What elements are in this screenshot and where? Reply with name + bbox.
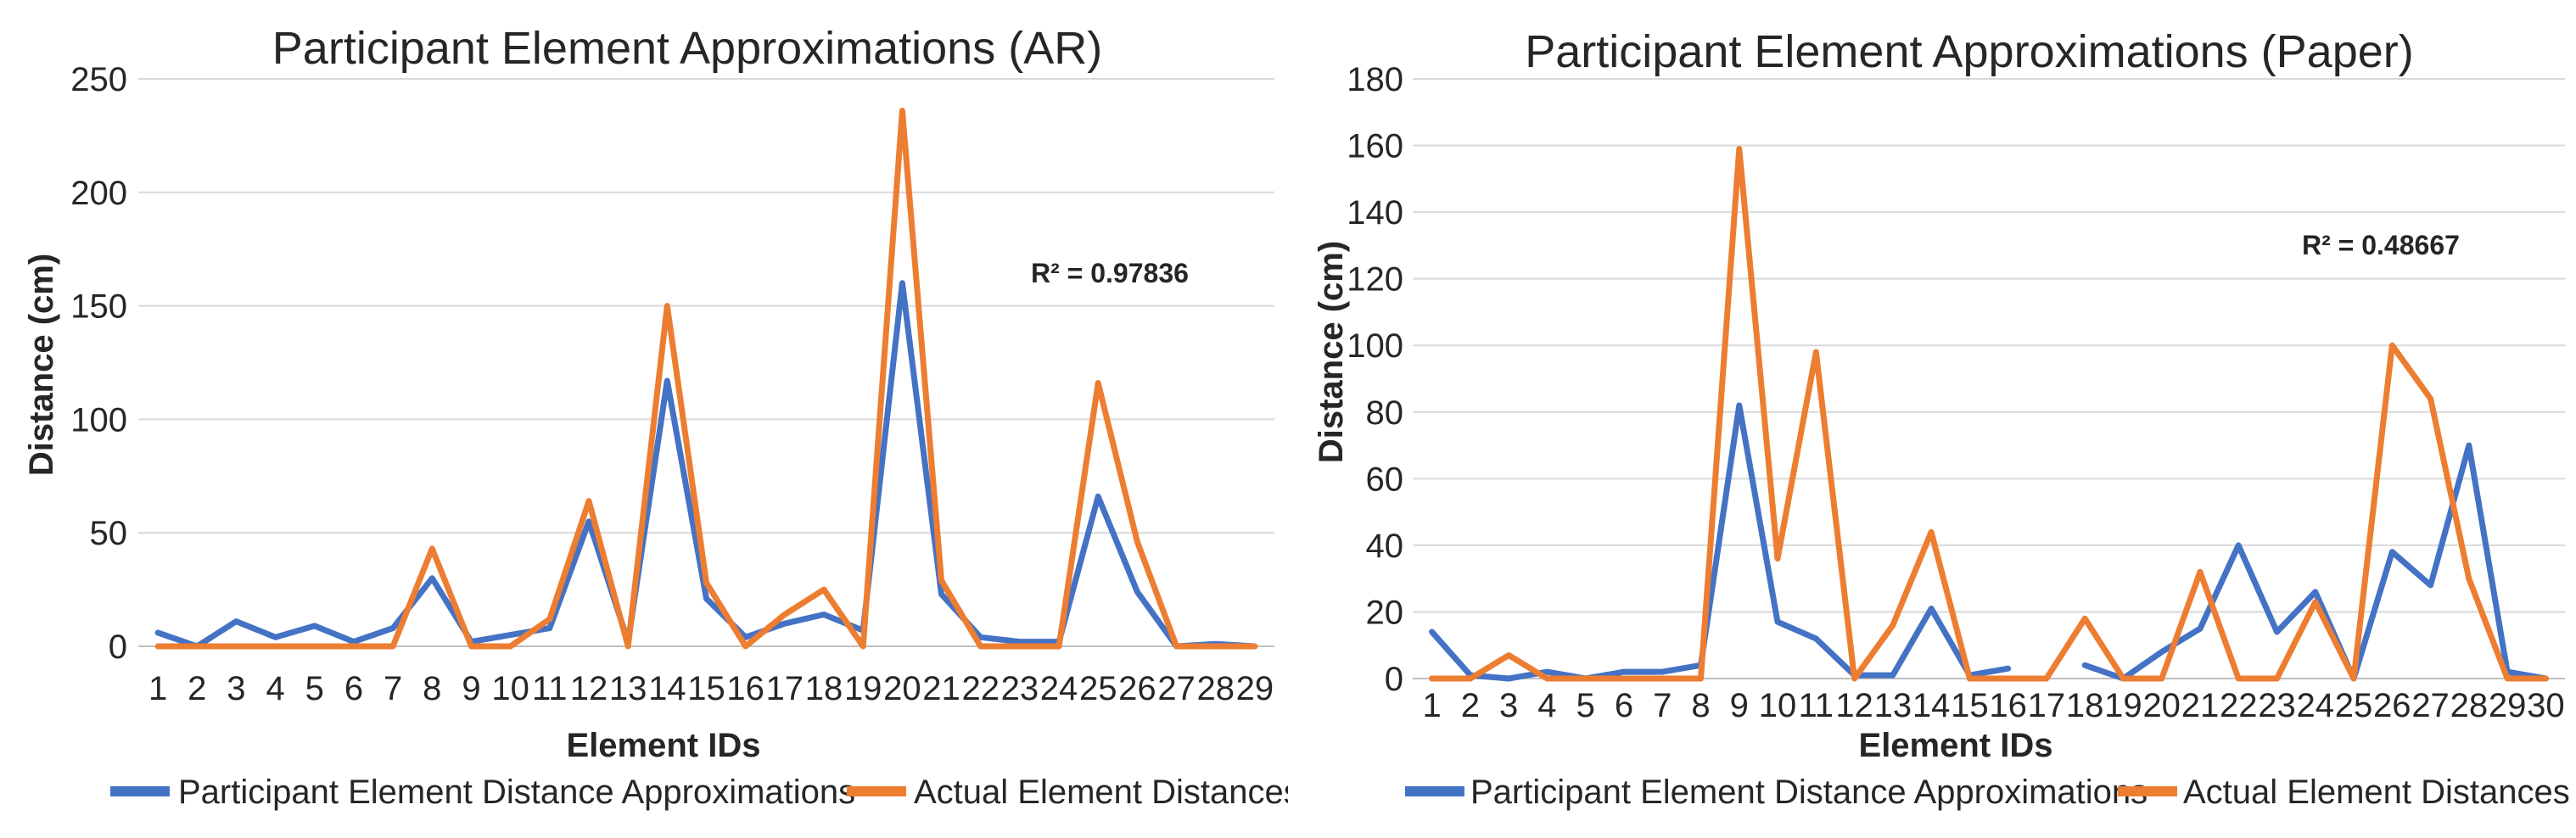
y-tick-label: 20 (1366, 594, 1404, 631)
x-tick-label: 12 (570, 670, 608, 707)
x-tick-label: 29 (1236, 670, 1274, 707)
x-tick-label: 18 (805, 670, 843, 707)
x-tick-label: 8 (423, 670, 441, 707)
x-tick-label: 4 (266, 670, 284, 707)
legend: Participant Element Distance Approximati… (110, 774, 1288, 811)
y-tick-label: 180 (1347, 61, 1403, 98)
x-tick-label: 2 (188, 670, 206, 707)
x-tick-label: 8 (1691, 687, 1710, 724)
x-tick-label: 5 (305, 670, 324, 707)
x-tick-label: 30 (2527, 687, 2565, 724)
y-tick-label: 150 (70, 288, 127, 326)
y-tick-label: 60 (1366, 461, 1404, 498)
y-tick-label: 120 (1347, 261, 1403, 299)
chart-ar: Participant Element Approximations (AR) … (23, 23, 1288, 811)
x-tick-label: 19 (2104, 687, 2142, 724)
x-tick-label: 23 (1001, 670, 1039, 707)
legend-label-actual: Actual Element Distances (914, 774, 1288, 811)
y-tick-label: 100 (70, 401, 127, 439)
x-tick-label: 7 (384, 670, 402, 707)
series-line-participant (154, 280, 1258, 650)
x-tick-label: 6 (344, 670, 363, 707)
x-tick-label: 24 (1040, 670, 1078, 707)
x-tick-label: 1 (1423, 687, 1442, 724)
x-tick-label: 13 (1874, 687, 1912, 724)
x-tick-label: 16 (726, 670, 764, 707)
r-squared-annotation: R² = 0.48667 (2302, 230, 2460, 260)
x-tick-label: 6 (1615, 687, 1633, 724)
x-tick-label: 4 (1537, 687, 1556, 724)
x-tick-label: 13 (609, 670, 647, 707)
x-tick-label: 14 (1912, 687, 1951, 724)
x-tick-label: 2 (1461, 687, 1480, 724)
y-tick-label: 250 (70, 61, 127, 98)
x-axis-label: Element IDs (1859, 727, 2053, 764)
x-tick-label: 12 (1835, 687, 1873, 724)
x-tick-label: 11 (532, 670, 568, 707)
r-squared-annotation: R² = 0.97836 (1031, 258, 1189, 288)
x-tick-label: 23 (2258, 687, 2296, 724)
y-tick-label: 160 (1347, 128, 1403, 165)
x-tick-label: 24 (2297, 687, 2335, 724)
x-tick-label: 10 (1759, 687, 1797, 724)
y-tick-label: 50 (90, 515, 128, 552)
series-line-actual (1429, 146, 2549, 682)
x-tick-label: 9 (1730, 687, 1749, 724)
y-tick-label: 0 (109, 628, 127, 666)
x-tick-label: 28 (1196, 670, 1235, 707)
series-line-actual (154, 108, 1258, 650)
x-tick-label: 28 (2450, 687, 2489, 724)
x-tick-label: 9 (462, 670, 480, 707)
x-tick-label: 10 (491, 670, 529, 707)
x-tick-label: 27 (1157, 670, 1196, 707)
legend-label-participant: Participant Element Distance Approximati… (178, 774, 855, 811)
x-tick-label: 15 (687, 670, 725, 707)
y-tick-label: 0 (1385, 661, 1403, 698)
x-tick-label: 19 (844, 670, 882, 707)
x-tick-label: 21 (922, 670, 960, 707)
chart-title: Participant Element Approximations (AR) (272, 23, 1102, 74)
y-tick-label: 140 (1347, 194, 1403, 232)
x-tick-label: 27 (2411, 687, 2450, 724)
x-tick-label: 16 (1989, 687, 2027, 724)
y-tick-label: 80 (1366, 394, 1404, 432)
x-tick-label: 21 (2181, 687, 2220, 724)
chart-paper: Participant Element Approximations (Pape… (1313, 26, 2570, 811)
x-tick-label: 15 (1951, 687, 1989, 724)
legend-label-participant: Participant Element Distance Approximati… (1470, 774, 2148, 811)
y-axis-label: Distance (cm) (1313, 241, 1350, 463)
x-tick-label: 17 (2028, 687, 2066, 724)
series-line-participant (2081, 442, 2549, 682)
y-axis-label: Distance (cm) (23, 254, 60, 476)
x-tick-label: 25 (2335, 687, 2373, 724)
x-tick-label: 22 (961, 670, 1000, 707)
x-tick-label: 5 (1576, 687, 1595, 724)
x-tick-label: 20 (2142, 687, 2181, 724)
x-tick-label: 26 (1118, 670, 1156, 707)
y-tick-label: 200 (70, 175, 127, 212)
x-tick-label: 29 (2489, 687, 2527, 724)
y-tick-label: 40 (1366, 528, 1404, 565)
chart-title: Participant Element Approximations (Pape… (1525, 26, 2414, 77)
x-tick-label: 7 (1653, 687, 1672, 724)
series-line-participant (1429, 402, 2012, 682)
x-tick-label: 20 (883, 670, 921, 707)
x-tick-label: 25 (1079, 670, 1117, 707)
legend: Participant Element Distance Approximati… (1405, 774, 2570, 811)
x-axis-label: Element IDs (567, 727, 761, 764)
y-tick-label: 100 (1347, 327, 1403, 365)
legend-label-actual: Actual Element Distances (2183, 774, 2570, 811)
x-tick-label: 14 (648, 670, 686, 707)
x-tick-label: 3 (1499, 687, 1518, 724)
x-tick-label: 17 (766, 670, 804, 707)
x-tick-label: 11 (1799, 687, 1834, 724)
x-tick-label: 22 (2220, 687, 2258, 724)
x-tick-label: 26 (2373, 687, 2411, 724)
x-tick-label: 1 (148, 670, 167, 707)
x-tick-label: 18 (2066, 687, 2104, 724)
x-tick-label: 3 (227, 670, 245, 707)
